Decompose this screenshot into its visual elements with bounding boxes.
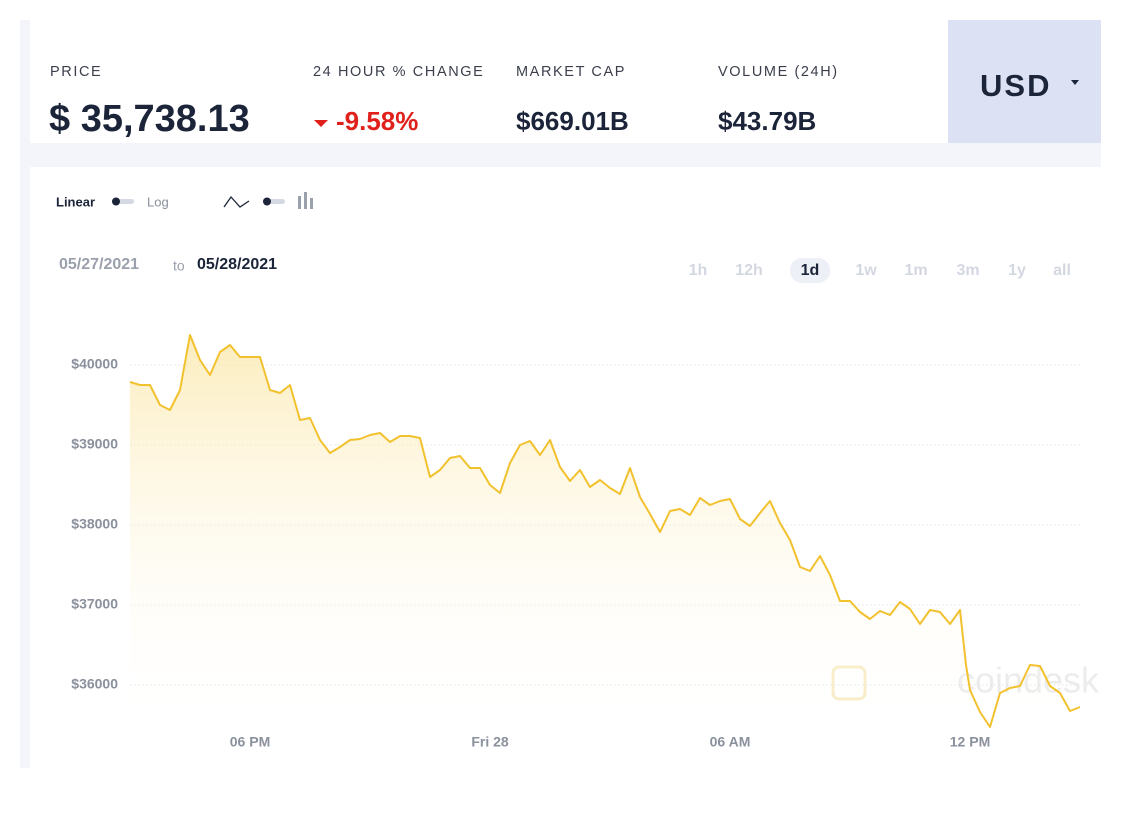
- range-button[interactable]: all: [1053, 262, 1071, 279]
- currency-select[interactable]: USD: [948, 20, 1101, 143]
- toggle-knob: [263, 197, 271, 206]
- change-text: -9.58%: [336, 106, 419, 136]
- change-value: -9.58%: [314, 106, 418, 137]
- stat-value: $669.01B: [516, 106, 629, 136]
- down-arrow: [314, 119, 328, 127]
- scale-log[interactable]: Log: [147, 194, 169, 209]
- y-tick-label: $36000: [71, 676, 118, 692]
- stat-label: VOLUME (24H): [718, 64, 839, 80]
- x-tick-label: Fri 28: [471, 734, 509, 750]
- x-tick-label: 06 AM: [710, 734, 751, 750]
- toggle-knob: [112, 197, 120, 206]
- line-icon[interactable]: [223, 195, 250, 208]
- y-tick-label: $39000: [71, 436, 118, 452]
- price-line: [129, 334, 1081, 728]
- range-button[interactable]: 1h: [689, 262, 708, 279]
- currency-text: USD: [980, 68, 1052, 103]
- range-active-bg: [790, 258, 830, 283]
- scale-linear[interactable]: Linear: [56, 194, 95, 209]
- y-tick-label: $40000: [71, 356, 118, 372]
- range-button[interactable]: 1m: [904, 262, 927, 279]
- y-tick-label: $37000: [71, 596, 118, 612]
- range-button[interactable]: 1w: [855, 262, 877, 279]
- date-from[interactable]: 05/27/2021: [59, 256, 139, 273]
- stats-header: PRICE $ 35,738.13 24 HOUR % CHANGE -9.58…: [30, 20, 948, 143]
- stat-label: 24 HOUR % CHANGE: [313, 64, 485, 80]
- stat-label: PRICE: [50, 64, 103, 80]
- date-to[interactable]: 05/28/2021: [197, 256, 277, 273]
- x-tick-label: 12 PM: [950, 734, 990, 750]
- range-button[interactable]: 12h: [735, 262, 763, 279]
- caret: [1071, 80, 1079, 85]
- range-button[interactable]: 3m: [956, 262, 979, 279]
- y-tick-label: $38000: [71, 516, 118, 532]
- range-button[interactable]: 1y: [1008, 262, 1026, 279]
- price-value: $ 35,738.13: [49, 98, 250, 140]
- x-tick-label: 06 PM: [230, 734, 270, 750]
- date-sep: to: [173, 258, 185, 274]
- bar-icon[interactable]: [298, 192, 313, 209]
- range-button[interactable]: 1d: [801, 262, 820, 279]
- stat-value: $43.79B: [718, 106, 817, 136]
- stat-label: MARKET CAP: [516, 64, 627, 80]
- area: [130, 335, 1080, 733]
